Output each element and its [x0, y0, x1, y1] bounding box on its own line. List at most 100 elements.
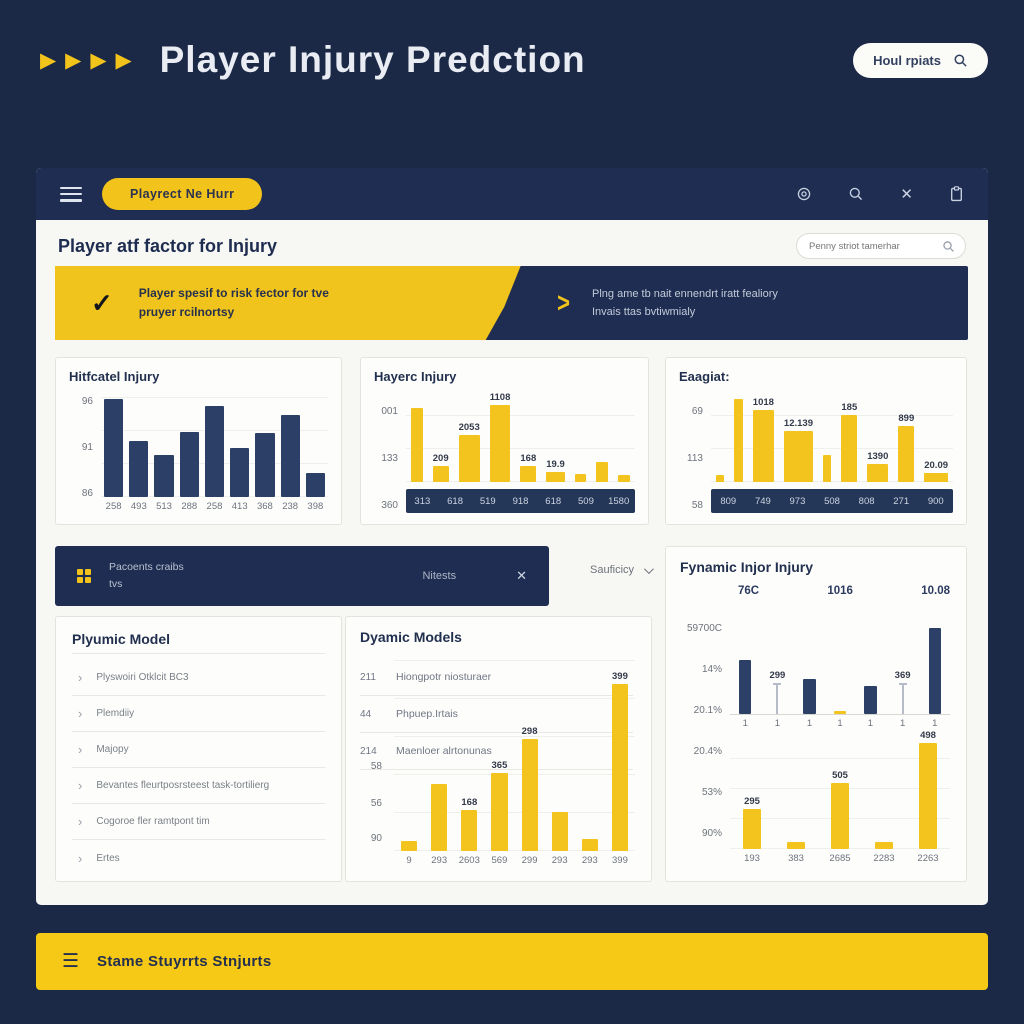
chevron-right-icon: ›: [78, 850, 83, 866]
x-tick-label: 398: [307, 501, 324, 512]
list-item[interactable]: › Plyswoiri Otklcit BC3: [72, 660, 325, 696]
menu-icon[interactable]: [60, 186, 82, 202]
search-icon: [942, 240, 955, 253]
footer-bar: ☰ Stame Stuyrrts Stnjurts: [36, 933, 988, 990]
x-tick-label: 493: [130, 501, 147, 512]
bar-value-label: 12.139: [783, 417, 813, 429]
bar-column: [711, 392, 729, 482]
list-item-label: Ertes: [96, 852, 120, 864]
bar-column: 238: [278, 392, 303, 512]
bar-column: 288: [177, 392, 202, 512]
x-tick-label: 313: [414, 495, 431, 507]
notification-line: tvs: [109, 578, 123, 590]
chart-body: 96 91 86 258 493 513 288 258 413 368 238 398: [69, 392, 328, 513]
x-tick-label: 809: [720, 495, 737, 507]
bar-plot: 295 193 383 505 2685 2283 498 2263: [730, 729, 950, 864]
list-item[interactable]: › Bevantes fleurtposrsteest task-tortili…: [72, 768, 325, 804]
bar: [461, 810, 478, 851]
toolbar-primary-button[interactable]: Playrect Ne Hurr: [102, 178, 263, 210]
chevron-right-icon: ›: [78, 670, 83, 685]
bar: [154, 455, 174, 497]
y-tick-label: 58: [370, 761, 382, 773]
bar: [867, 464, 889, 482]
chevron-right-icon: ›: [78, 778, 83, 793]
y-tick-label: 20.4%: [693, 746, 722, 757]
bar: [833, 711, 847, 714]
bar: [783, 430, 813, 482]
chart-card-dyamic: Dyamic Models 211 Hiongpotr niosturaer 4…: [345, 616, 652, 882]
x-tick-label: 368: [256, 501, 273, 512]
bar-column: 1108: [485, 392, 516, 482]
bar: [574, 473, 587, 482]
bar: [179, 431, 199, 497]
toolbar-icons: ✕: [796, 185, 964, 203]
banner-text-line: Invais ttas bvtiwmialy: [592, 306, 696, 318]
x-tick-label: 519: [479, 495, 496, 507]
play-arrow-icon: ▶: [65, 48, 82, 72]
bar-column: 383: [774, 729, 818, 864]
target-icon[interactable]: [796, 186, 812, 202]
bar: [787, 841, 805, 849]
x-tick-label: 271: [893, 495, 910, 507]
header-search-label: Houl rpiats: [873, 52, 941, 68]
list-item[interactable]: › Cogoroe fler ramtpont tim: [72, 804, 325, 840]
bar: [803, 678, 816, 714]
clipboard-icon[interactable]: [949, 186, 964, 202]
y-tick-label: 58: [691, 500, 703, 511]
y-tick-label: 59700C: [686, 623, 722, 634]
y-axis: 96 91 86: [69, 392, 95, 513]
bar: [546, 472, 565, 482]
x-tick-label: 288: [181, 501, 198, 512]
y-tick-label: 20.1%: [693, 705, 722, 716]
bar-value-label: 399: [612, 670, 628, 682]
filter-dropdown[interactable]: Sauficicy: [584, 563, 657, 577]
y-tick-label: 69: [691, 406, 703, 417]
x-tick-label: 293: [551, 855, 568, 866]
x-axis-strip: 313 618 519 918 618 509 1580: [406, 489, 635, 513]
header-search-button[interactable]: Houl rpiats: [853, 42, 988, 78]
bar: [831, 783, 849, 849]
search-icon[interactable]: [848, 186, 864, 202]
notification-line: Pacoents craibs: [109, 561, 184, 574]
list-item[interactable]: › Plemdiiy: [72, 696, 325, 732]
search-input[interactable]: [807, 239, 936, 253]
list-item[interactable]: › Majopy: [72, 732, 325, 768]
close-icon[interactable]: ✕: [516, 568, 527, 583]
bar-column: 19.9: [541, 392, 570, 482]
list-item[interactable]: › Ertes: [72, 840, 325, 876]
chart-title: Hitfcatel Injury: [69, 369, 160, 384]
bar-value-label: 1108: [489, 392, 511, 403]
notification-banner: Pacoents craibs tvs Nitests ✕: [55, 546, 549, 606]
bar-value-label: 1018: [752, 397, 774, 408]
search-input-container: [796, 233, 966, 259]
bar-column: 293: [545, 647, 575, 866]
bar: [255, 432, 275, 497]
x-tick-label: 299: [521, 855, 538, 866]
bar: [752, 410, 774, 482]
bar: [489, 405, 511, 482]
x-tick-label: 618: [545, 495, 562, 507]
x-tick-label: 293: [431, 855, 448, 866]
x-tick-label: 2283: [873, 853, 895, 864]
plot-area: 209 2053 1108 168 19.9 313 618 519 918 618 509 158…: [406, 392, 635, 513]
x-tick-label: 618: [447, 495, 463, 507]
section-title: Player atf factor for Injury: [58, 235, 278, 256]
bar-plot: 1018 12.139 185 1390 899 20.09: [711, 392, 953, 482]
bar: [822, 455, 832, 482]
x-axis-strip: 809 749 973 508 808 271 900: [711, 489, 953, 513]
bar: [924, 473, 949, 482]
menu-icon[interactable]: ☰: [62, 951, 80, 972]
banner-text-line: Plng ame tb nait ennendrt iratt fealiory: [592, 287, 778, 300]
y-tick-label: 56: [370, 797, 382, 809]
bar: [928, 628, 941, 714]
x-tick-label: 1: [899, 718, 906, 729]
y-axis: 001 133 360: [374, 392, 400, 513]
close-icon[interactable]: ✕: [900, 186, 913, 203]
y-tick-label: 14%: [701, 664, 722, 675]
x-tick-label: 569: [491, 855, 508, 866]
list-item-label: Plyswoiri Otklcit BC3: [96, 672, 189, 683]
logo-arrows: ▶ ▶ ▶ ▶: [40, 50, 132, 71]
notification-text: Pacoents craibs tvs: [109, 559, 404, 593]
bar-value-label: 20.09: [924, 460, 949, 471]
